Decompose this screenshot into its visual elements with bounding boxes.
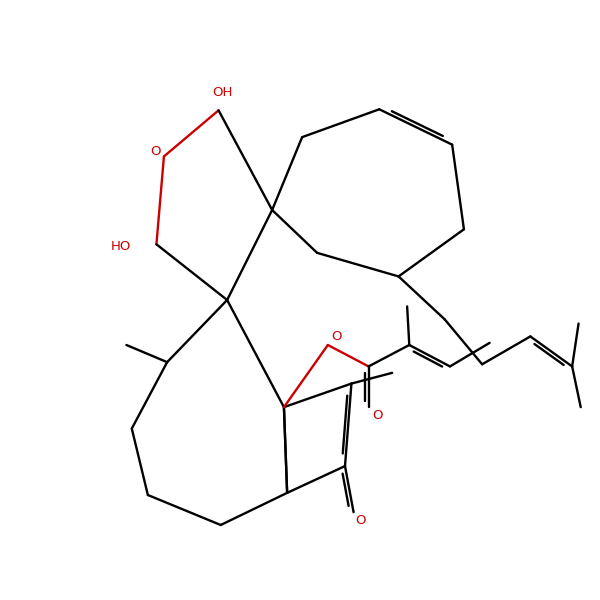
Text: OH: OH bbox=[212, 86, 233, 98]
Text: O: O bbox=[355, 514, 365, 527]
Text: O: O bbox=[150, 145, 161, 158]
Text: O: O bbox=[372, 409, 382, 422]
Text: O: O bbox=[331, 330, 341, 343]
Text: HO: HO bbox=[110, 240, 131, 253]
